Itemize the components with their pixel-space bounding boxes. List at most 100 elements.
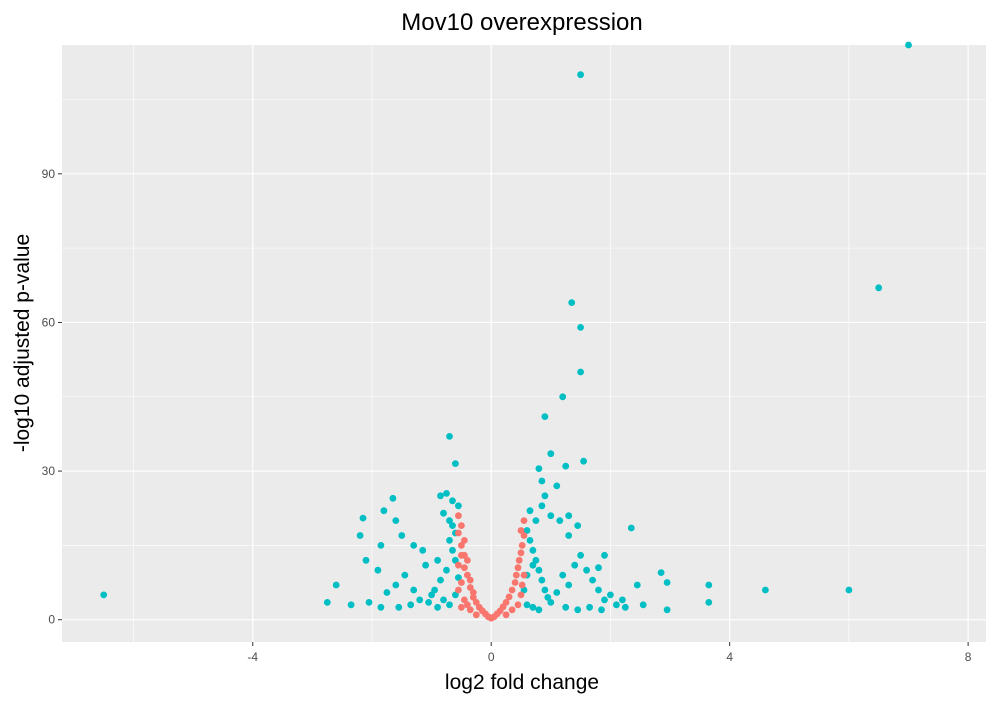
y-tick-label: 0	[48, 613, 55, 627]
data-point	[458, 551, 465, 559]
data-point	[455, 529, 462, 537]
data-point	[523, 601, 531, 609]
data-point	[514, 564, 522, 572]
data-point	[538, 576, 546, 584]
data-point	[535, 606, 543, 614]
data-point	[437, 492, 444, 500]
y-tick-label: 90	[42, 167, 56, 181]
data-point	[466, 576, 474, 584]
data-point	[541, 413, 549, 420]
data-point	[407, 601, 415, 609]
data-point	[589, 576, 596, 584]
data-point	[461, 596, 468, 604]
data-point	[452, 556, 459, 564]
data-point	[515, 556, 523, 564]
data-point	[425, 599, 432, 606]
data-point	[401, 571, 409, 579]
data-point	[568, 299, 576, 306]
data-point	[571, 561, 579, 569]
data-point	[458, 603, 465, 611]
data-point	[538, 502, 546, 510]
x-axis: -4 0 4 8	[247, 642, 972, 664]
data-point	[565, 532, 573, 539]
y-axis-title: -log10 adjusted p-value	[11, 234, 34, 452]
data-point	[562, 462, 570, 470]
data-point	[332, 581, 340, 589]
data-point	[398, 532, 406, 539]
data-point	[845, 586, 853, 594]
data-point	[365, 599, 373, 606]
data-point	[657, 569, 665, 576]
data-point	[455, 502, 462, 510]
data-point	[565, 581, 573, 589]
data-point	[577, 71, 584, 79]
data-point	[583, 566, 590, 574]
data-point	[469, 594, 477, 601]
data-point	[559, 393, 567, 401]
data-point	[410, 542, 418, 549]
data-point	[532, 556, 540, 564]
x-tick-label: 0	[488, 650, 495, 664]
x-axis-title: log2 fold change	[445, 671, 599, 694]
data-point	[619, 596, 626, 604]
data-point	[577, 551, 584, 559]
data-point	[520, 571, 528, 579]
data-point	[633, 581, 641, 589]
data-point	[446, 601, 453, 609]
data-point	[577, 368, 584, 376]
y-axis: 0 30 60 90	[42, 167, 62, 627]
data-point	[100, 591, 108, 599]
data-point	[466, 606, 474, 614]
data-point	[547, 599, 555, 606]
data-point	[639, 601, 647, 609]
data-points	[100, 41, 912, 622]
chart-title: Mov10 overexpression	[401, 9, 642, 36]
data-point	[526, 507, 534, 515]
data-point	[541, 492, 549, 500]
data-point	[621, 603, 629, 611]
data-point	[472, 611, 480, 619]
data-point	[562, 603, 570, 611]
data-point	[455, 512, 462, 520]
data-point	[553, 482, 561, 490]
data-point	[663, 606, 671, 614]
data-point	[395, 603, 403, 611]
data-point	[598, 606, 605, 614]
data-point	[455, 561, 462, 569]
x-tick-label: 8	[965, 650, 972, 664]
data-point	[455, 574, 462, 581]
data-point	[502, 599, 510, 606]
data-point	[517, 549, 525, 557]
data-point	[389, 494, 397, 502]
data-point	[362, 556, 370, 564]
data-point	[541, 586, 549, 594]
data-point	[383, 589, 391, 596]
data-point	[705, 599, 713, 606]
data-point	[377, 603, 385, 611]
data-point	[529, 603, 537, 611]
data-point	[392, 517, 400, 524]
data-point	[627, 524, 635, 532]
data-point	[875, 284, 883, 292]
data-point	[458, 542, 465, 549]
data-point	[762, 586, 769, 594]
data-point	[356, 532, 364, 539]
data-point	[458, 522, 465, 529]
x-tick-label: 4	[726, 650, 733, 664]
data-point	[416, 596, 424, 604]
data-point	[446, 433, 453, 440]
data-point	[565, 512, 573, 520]
data-point	[613, 601, 620, 609]
data-point	[431, 586, 438, 594]
data-point	[517, 591, 525, 599]
data-point	[529, 561, 537, 569]
data-point	[538, 477, 546, 485]
data-point	[422, 561, 429, 569]
data-point	[377, 542, 385, 549]
data-point	[559, 571, 567, 579]
data-point	[607, 591, 614, 599]
data-point	[452, 460, 459, 467]
data-point	[464, 601, 471, 609]
data-point	[595, 564, 602, 572]
